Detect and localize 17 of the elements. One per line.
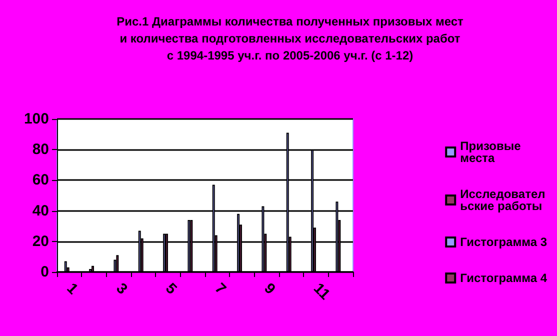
y-tick-label: 40 (32, 202, 49, 220)
x-tick-label: 3 (112, 280, 131, 298)
legend-label: Призовые места (460, 139, 524, 165)
y-tick-label: 20 (32, 232, 49, 250)
y-tick-label: 0 (40, 264, 49, 280)
x-tick-label: 9 (260, 280, 279, 298)
x-tick-label: 5 (162, 280, 180, 298)
y-tick-label: 100 (24, 110, 49, 128)
legend-label: Гистограмма 3 (460, 235, 548, 249)
x-tick-label: 11 (310, 280, 334, 304)
x-tick-label: 1 (63, 280, 82, 298)
chart-title: Рис.1 Диаграммы количества полученных призовых мест и количества подготовленных исследовательских работ с 1994-1995 уч.г. по 2005-2006 уч.г. (с 1-12) (116, 14, 464, 62)
x-tick-label: 7 (211, 280, 230, 298)
y-tick-label: 60 (32, 172, 49, 189)
legend-label: Гистограмма 4 (460, 271, 548, 285)
y-tick-label: 80 (32, 141, 49, 158)
legend-label: Исследовательские работы (460, 187, 546, 213)
